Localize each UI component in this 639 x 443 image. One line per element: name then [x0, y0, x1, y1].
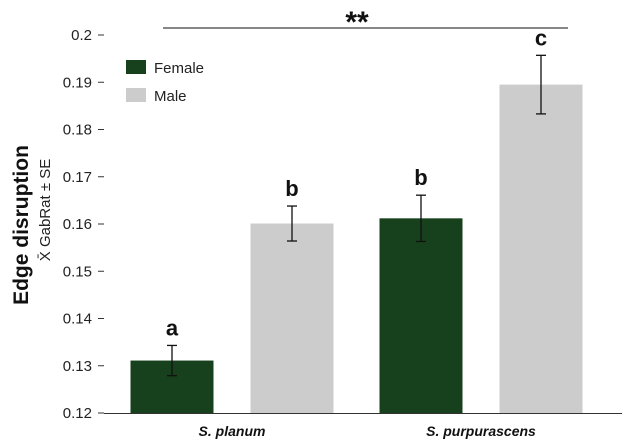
bar-male-0	[250, 223, 334, 413]
bar-male-1	[499, 84, 583, 414]
y-axis-label: Edge disruption	[10, 145, 33, 305]
y-tick-label: 0.17	[63, 169, 92, 186]
y-tick-label: 0.16	[63, 216, 92, 233]
bar-female-1	[379, 218, 463, 413]
bars-layer	[130, 54, 583, 414]
category-label: S. planum	[199, 423, 266, 439]
y-tick-label: 0.19	[63, 74, 92, 91]
legend-swatch-female	[126, 60, 146, 74]
significance-letter: a	[166, 315, 179, 340]
legend: Female Male	[126, 60, 204, 105]
y-tick-label: 0.18	[63, 122, 92, 139]
legend-swatch-male	[126, 88, 146, 102]
y-tick-label: 0.2	[71, 27, 92, 44]
significance-letter: c	[535, 25, 547, 50]
category-label: S. purpurascens	[426, 423, 536, 439]
axes-layer: 0.12 0.13 0.14 0.15 0.16 0.17 0.18 0.19 0.2 Edge …	[10, 27, 622, 422]
labels-layer: a b S. planum b c S. purpurascens **	[163, 6, 568, 439]
significance-letter: b	[285, 176, 298, 201]
legend-label-male: Male	[154, 88, 187, 105]
significance-stars: **	[345, 6, 369, 39]
y-axis-sublabel: X̄ GabRat ± SE	[37, 159, 54, 261]
y-tick-label: 0.14	[63, 311, 92, 328]
y-tick-label: 0.13	[63, 358, 92, 375]
y-tick-label: 0.15	[63, 263, 92, 280]
legend-label-female: Female	[154, 60, 204, 77]
significance-letter: b	[414, 165, 427, 190]
y-tick-label: 0.12	[63, 405, 92, 422]
